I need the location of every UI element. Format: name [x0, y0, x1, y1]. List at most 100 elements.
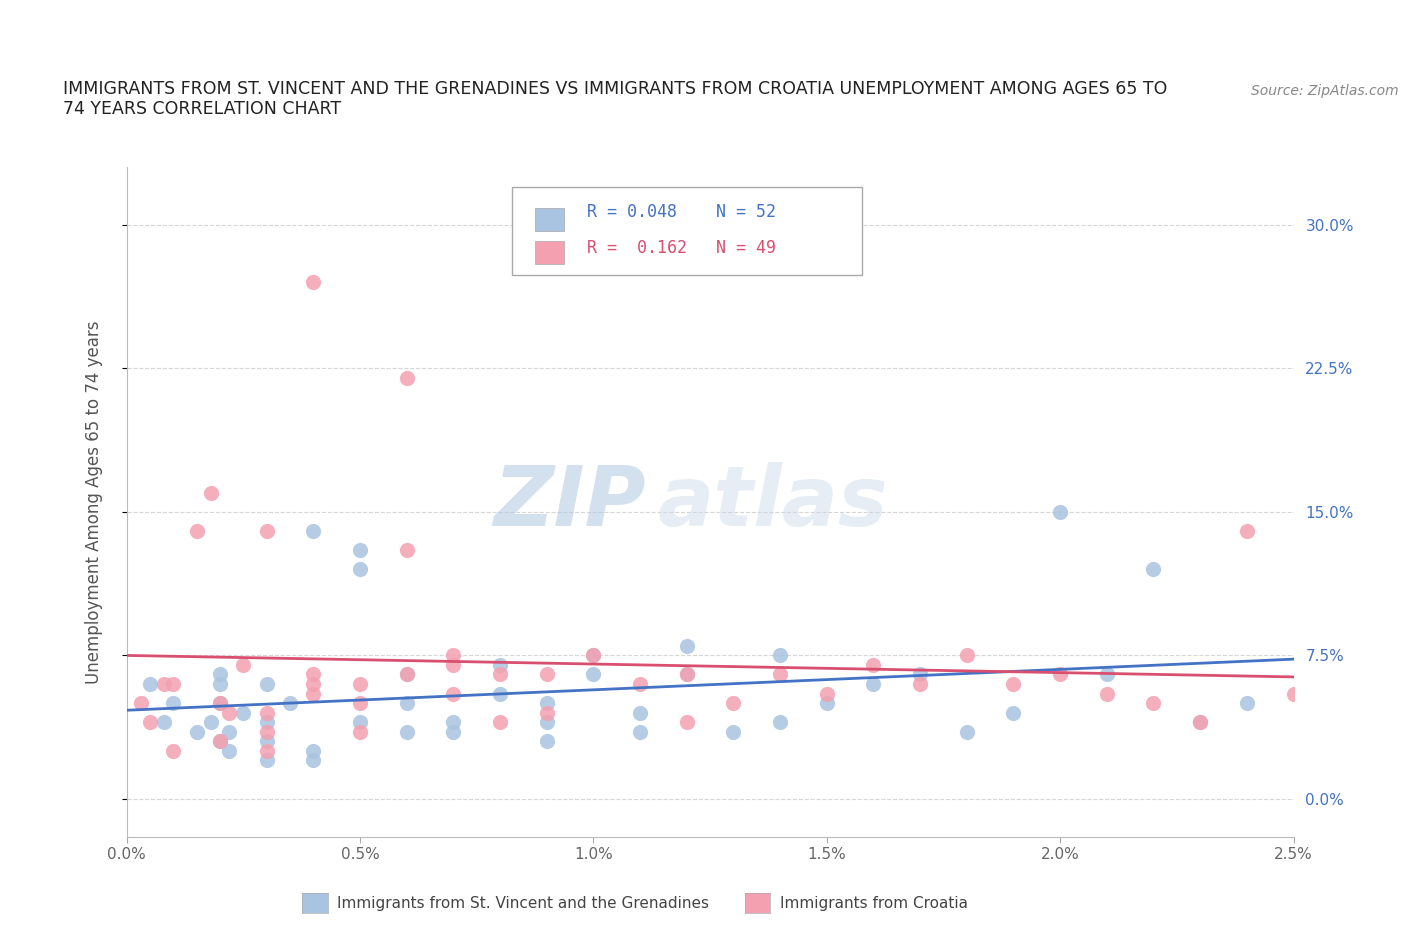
Text: 74 YEARS CORRELATION CHART: 74 YEARS CORRELATION CHART: [63, 100, 342, 118]
Point: [1049, 667, 1071, 682]
Point: [395, 696, 418, 711]
Point: [1095, 667, 1118, 682]
Point: [256, 524, 278, 538]
Point: [1236, 696, 1258, 711]
Point: [1049, 504, 1071, 519]
Point: [675, 667, 697, 682]
Point: [815, 696, 838, 711]
Text: ZIP: ZIP: [494, 461, 645, 543]
Point: [441, 686, 464, 701]
Point: [395, 667, 418, 682]
Point: [256, 734, 278, 749]
Point: [862, 658, 884, 672]
Point: [129, 696, 152, 711]
Point: [218, 724, 240, 739]
Point: [349, 542, 371, 557]
Point: [1189, 715, 1212, 730]
Point: [441, 724, 464, 739]
Point: [162, 676, 184, 691]
Point: [256, 724, 278, 739]
Point: [395, 724, 418, 739]
Point: [1002, 676, 1025, 691]
Point: [908, 667, 931, 682]
Point: [208, 696, 231, 711]
FancyBboxPatch shape: [536, 207, 564, 231]
Point: [395, 667, 418, 682]
Point: [675, 715, 697, 730]
Point: [723, 724, 745, 739]
Point: [302, 676, 325, 691]
Point: [956, 724, 979, 739]
Point: [536, 715, 558, 730]
Point: [256, 715, 278, 730]
Point: [489, 715, 512, 730]
Point: [769, 715, 792, 730]
Point: [349, 715, 371, 730]
Point: [1142, 562, 1164, 577]
Point: [302, 686, 325, 701]
Point: [769, 667, 792, 682]
Point: [278, 696, 301, 711]
Point: [536, 667, 558, 682]
Point: [139, 676, 162, 691]
Point: [536, 734, 558, 749]
Point: [349, 562, 371, 577]
Point: [675, 667, 697, 682]
Point: [232, 705, 254, 720]
Point: [1142, 696, 1164, 711]
Point: [349, 676, 371, 691]
Point: [536, 696, 558, 711]
Point: [162, 696, 184, 711]
Text: Immigrants from St. Vincent and the Grenadines: Immigrants from St. Vincent and the Gren…: [337, 896, 710, 910]
Point: [256, 705, 278, 720]
Text: N = 49: N = 49: [716, 239, 776, 257]
Point: [218, 705, 240, 720]
Point: [302, 667, 325, 682]
Point: [218, 743, 240, 758]
Point: [628, 676, 651, 691]
Point: [956, 648, 979, 663]
FancyBboxPatch shape: [512, 188, 862, 274]
Y-axis label: Unemployment Among Ages 65 to 74 years: Unemployment Among Ages 65 to 74 years: [84, 321, 103, 684]
Point: [153, 715, 176, 730]
Point: [395, 542, 418, 557]
Point: [302, 753, 325, 768]
Point: [582, 648, 605, 663]
Point: [153, 676, 176, 691]
Point: [769, 648, 792, 663]
Point: [186, 524, 208, 538]
Point: [723, 696, 745, 711]
Point: [536, 705, 558, 720]
Point: [628, 705, 651, 720]
Point: [1002, 705, 1025, 720]
Point: [200, 485, 222, 500]
Point: [628, 724, 651, 739]
Point: [1189, 715, 1212, 730]
Point: [441, 715, 464, 730]
Point: [302, 743, 325, 758]
Point: [582, 648, 605, 663]
Point: [208, 734, 231, 749]
FancyBboxPatch shape: [536, 241, 564, 264]
Point: [208, 667, 231, 682]
Point: [582, 667, 605, 682]
Point: [186, 724, 208, 739]
Point: [862, 676, 884, 691]
Point: [395, 370, 418, 385]
Text: Immigrants from Croatia: Immigrants from Croatia: [780, 896, 969, 910]
Point: [441, 648, 464, 663]
Point: [815, 686, 838, 701]
Point: [162, 743, 184, 758]
Point: [256, 743, 278, 758]
Point: [489, 658, 512, 672]
Text: IMMIGRANTS FROM ST. VINCENT AND THE GRENADINES VS IMMIGRANTS FROM CROATIA UNEMPL: IMMIGRANTS FROM ST. VINCENT AND THE GREN…: [63, 80, 1167, 98]
Point: [200, 715, 222, 730]
Text: R = 0.048: R = 0.048: [588, 204, 678, 221]
Point: [256, 753, 278, 768]
Point: [302, 274, 325, 289]
Point: [232, 658, 254, 672]
Point: [675, 638, 697, 653]
Text: R =  0.162: R = 0.162: [588, 239, 688, 257]
Point: [489, 686, 512, 701]
Point: [1282, 686, 1305, 701]
